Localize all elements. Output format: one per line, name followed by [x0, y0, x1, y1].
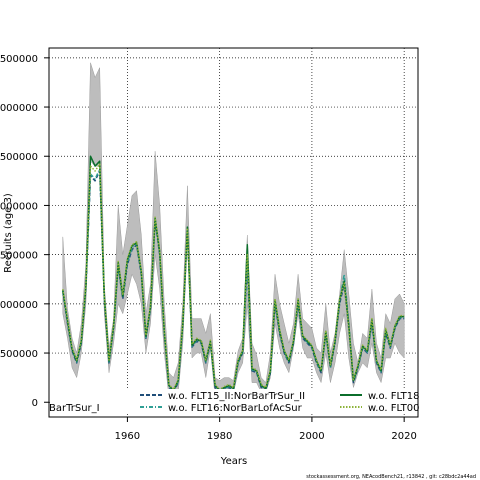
x-tick-label: 2020 [391, 431, 416, 442]
y-tick-label: 1500000 [0, 251, 38, 262]
y-axis-title: Recruits (age 3) [3, 193, 14, 273]
y-tick-label: 0 [32, 398, 38, 409]
y-tick-label: 500000 [0, 349, 38, 360]
legend-box [50, 389, 417, 414]
y-tick-label: 1000000 [0, 300, 38, 311]
x-tick-label: 1980 [207, 431, 232, 442]
footer-text: stockassessment.org, NEAcodBench21, r138… [306, 474, 476, 480]
y-tick-label: 2500000 [0, 152, 38, 163]
x-tick-label: 1960 [115, 431, 140, 442]
legend-label: w.o. FLT15_II:NorBarTrSur_II [168, 391, 305, 402]
legend-label: w.o. FLT18 [368, 391, 420, 402]
y-tick-label: 2000000 [0, 201, 38, 212]
plot-frame [48, 47, 419, 418]
x-axis-title: Years [220, 456, 247, 467]
series-line-4 [62, 163, 405, 391]
y-tick-label: 3500000 [0, 54, 38, 65]
x-axis: 1960 1980 2000 2020 [115, 417, 417, 442]
x-tick-label: 2000 [299, 431, 324, 442]
legend: BarTrSur_I w.o. FLT15_II:NorBarTrSur_IIw… [49, 389, 420, 414]
legend-label: w.o. FLT00 [368, 403, 420, 414]
y-axis: 0 500000 1000000 1500000 2000000 2500000 30000… [0, 54, 49, 409]
legend-label: w.o. FLT16:NorBarLofAcSur [168, 403, 303, 414]
y-tick-label: 3000000 [0, 103, 38, 114]
legend-cut-label: BarTrSur_I [49, 403, 100, 414]
